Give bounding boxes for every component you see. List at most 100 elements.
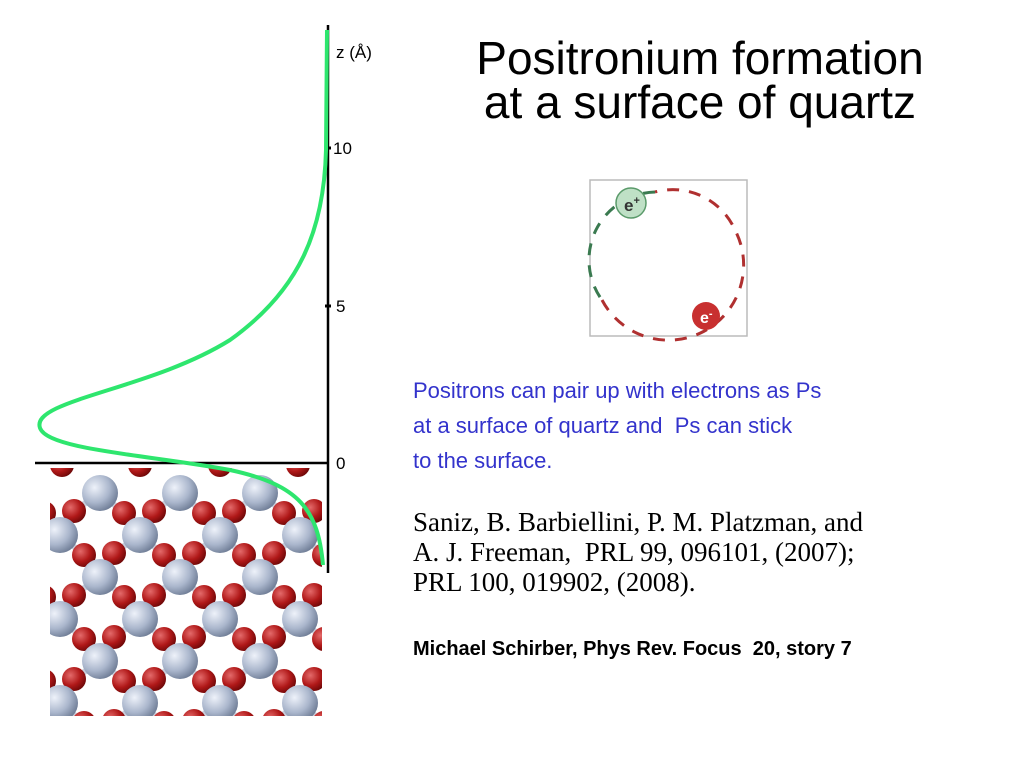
citation: PRL 100, 019902, (2008). bbox=[413, 567, 696, 597]
silicon-atom bbox=[282, 601, 318, 637]
symbol: e bbox=[624, 196, 633, 215]
oxygen-atom bbox=[103, 709, 125, 716]
bond bbox=[354, 703, 380, 721]
oxygen-atom bbox=[182, 625, 206, 649]
oxygen-atom bbox=[432, 669, 456, 693]
bond bbox=[354, 535, 380, 553]
oxygen-atom bbox=[142, 583, 166, 607]
oxygen-atom bbox=[234, 711, 254, 716]
silicon-atom bbox=[162, 643, 198, 679]
oxygen-atom bbox=[262, 541, 286, 565]
bond bbox=[0, 493, 20, 511]
charge: - bbox=[709, 308, 713, 320]
silicon-atom bbox=[362, 685, 398, 721]
oxygen-atom bbox=[232, 627, 256, 651]
silicon-atom bbox=[442, 601, 478, 637]
bond bbox=[394, 661, 420, 679]
tick-label: 10 bbox=[333, 139, 352, 158]
silicon-atom bbox=[402, 475, 438, 511]
silicon-atom bbox=[162, 475, 198, 511]
silicon-atom bbox=[362, 601, 398, 637]
orbit-electron bbox=[600, 188, 746, 342]
oxygen-atom bbox=[128, 468, 152, 477]
oxygen-atom bbox=[342, 625, 366, 649]
symbol: e bbox=[700, 310, 709, 327]
bond bbox=[340, 661, 364, 681]
oxygen-atom bbox=[183, 709, 205, 716]
crystal bbox=[0, 468, 484, 733]
oxygen-atom bbox=[286, 468, 310, 477]
title: Positronium formation bbox=[476, 32, 923, 84]
oxygen-atom bbox=[22, 541, 46, 565]
oxygen-atom bbox=[22, 709, 46, 733]
oxygen-atom bbox=[272, 501, 296, 525]
electron-label: e- bbox=[700, 308, 713, 327]
oxygen-atom bbox=[422, 709, 446, 733]
oxygen-atom bbox=[382, 499, 406, 523]
oxygen-atom bbox=[342, 709, 366, 733]
oxygen-atom bbox=[312, 627, 322, 651]
oxygen-atom bbox=[112, 669, 136, 693]
bond bbox=[340, 553, 354, 577]
oxygen-atom bbox=[272, 585, 296, 609]
bond bbox=[20, 577, 44, 597]
oxygen-atom bbox=[0, 583, 6, 607]
oxygen-atom bbox=[302, 667, 322, 691]
oxygen-atom bbox=[102, 541, 126, 565]
oxygen-atom bbox=[192, 585, 216, 609]
silicon-atom bbox=[82, 475, 118, 511]
silicon-atom bbox=[202, 517, 238, 553]
oxygen-atom bbox=[72, 627, 96, 651]
bond bbox=[340, 493, 364, 513]
oxygen-atom bbox=[142, 499, 166, 523]
oxygen-atom bbox=[342, 541, 366, 565]
bond bbox=[20, 661, 44, 681]
bond bbox=[460, 619, 484, 639]
silicon-atom bbox=[442, 685, 478, 721]
oxygen-atom bbox=[72, 543, 96, 567]
bond bbox=[364, 513, 380, 535]
silicon-atom bbox=[202, 601, 238, 637]
bond bbox=[434, 619, 460, 637]
bond bbox=[321, 556, 322, 558]
oxygen-atom bbox=[102, 625, 126, 649]
silicon-atom bbox=[242, 475, 278, 511]
positron bbox=[615, 187, 647, 219]
oxygen-atom bbox=[182, 541, 206, 565]
oxygen-atom bbox=[382, 667, 406, 691]
silicon-atom bbox=[2, 559, 38, 595]
bond bbox=[420, 661, 444, 681]
oxygen-atom bbox=[382, 583, 406, 607]
oxygen-atom bbox=[222, 667, 246, 691]
positron-label: e+ bbox=[624, 195, 640, 215]
bond bbox=[380, 595, 394, 619]
charge: + bbox=[633, 195, 639, 207]
silicon-atom bbox=[122, 601, 158, 637]
description: to the surface. bbox=[413, 448, 552, 473]
silicon-atom bbox=[242, 559, 278, 595]
bond bbox=[380, 511, 394, 535]
oxygen-atom bbox=[62, 667, 86, 691]
silicon-atom bbox=[282, 517, 318, 553]
oxygen-atom bbox=[74, 711, 94, 716]
bond bbox=[380, 535, 404, 555]
silicon-atom bbox=[202, 685, 238, 716]
bond bbox=[444, 681, 460, 703]
orbit-positron bbox=[587, 190, 656, 301]
oxygen-atom bbox=[154, 711, 174, 716]
silicon-atom bbox=[2, 643, 38, 679]
silicon-atom bbox=[82, 559, 118, 595]
bond bbox=[444, 597, 460, 619]
oxygen-atom bbox=[352, 501, 376, 525]
oxygen-atom bbox=[50, 468, 74, 477]
oxygen-atom bbox=[62, 499, 86, 523]
bond bbox=[380, 619, 404, 639]
silicon-atom bbox=[242, 643, 278, 679]
oxygen-atom bbox=[0, 667, 6, 691]
credit: Michael Schirber, Phys Rev. Focus 20, st… bbox=[413, 638, 852, 660]
oxygen-atom bbox=[0, 499, 6, 523]
title: at a surface of quartz bbox=[484, 76, 916, 128]
bond bbox=[20, 553, 34, 577]
bond bbox=[364, 597, 380, 619]
